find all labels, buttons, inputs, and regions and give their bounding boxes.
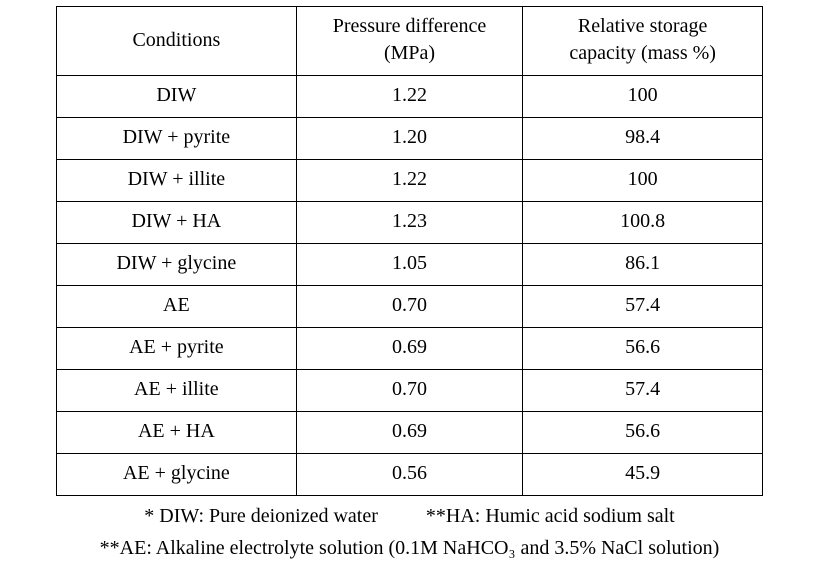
cell-conditions: DIW + pyrite [57, 118, 297, 160]
footnote-ha: **HA: Humic acid sodium salt [426, 500, 675, 532]
cell-capacity: 45.9 [523, 454, 763, 496]
col-header-capacity-line2: capacity (mass %) [531, 40, 754, 67]
cell-capacity: 57.4 [523, 370, 763, 412]
table-row: DIW + pyrite 1.20 98.4 [57, 118, 763, 160]
table-row: AE + illite 0.70 57.4 [57, 370, 763, 412]
table-row: DIW + glycine 1.05 86.1 [57, 244, 763, 286]
table-row: DIW + HA 1.23 100.8 [57, 202, 763, 244]
cell-conditions: DIW + illite [57, 160, 297, 202]
table-row: AE + glycine 0.56 45.9 [57, 454, 763, 496]
cell-conditions: AE + illite [57, 370, 297, 412]
footnote-diw: * DIW: Pure deionized water [144, 500, 378, 532]
cell-capacity: 100 [523, 160, 763, 202]
cell-capacity: 57.4 [523, 286, 763, 328]
cell-pressure: 0.70 [296, 370, 523, 412]
table-row: AE + HA 0.69 56.6 [57, 412, 763, 454]
cell-pressure: 0.70 [296, 286, 523, 328]
cell-capacity: 100.8 [523, 202, 763, 244]
cell-capacity: 98.4 [523, 118, 763, 160]
footnote-row-1: * DIW: Pure deionized water **HA: Humic … [56, 500, 763, 532]
col-header-capacity: Relative storage capacity (mass %) [523, 7, 763, 76]
cell-pressure: 1.22 [296, 160, 523, 202]
cell-conditions: AE [57, 286, 297, 328]
cell-pressure: 1.22 [296, 76, 523, 118]
cell-capacity: 86.1 [523, 244, 763, 286]
cell-pressure: 1.20 [296, 118, 523, 160]
table-row: DIW 1.22 100 [57, 76, 763, 118]
col-header-pressure: Pressure difference (MPa) [296, 7, 523, 76]
col-header-pressure-line2: (MPa) [305, 40, 515, 67]
col-header-conditions-text: Conditions [65, 27, 288, 54]
table-header-row: Conditions Pressure difference (MPa) Rel… [57, 7, 763, 76]
col-header-pressure-line1: Pressure difference [305, 13, 515, 40]
cell-pressure: 0.69 [296, 328, 523, 370]
cell-capacity: 56.6 [523, 412, 763, 454]
cell-pressure: 0.69 [296, 412, 523, 454]
cell-pressure: 0.56 [296, 454, 523, 496]
cell-conditions: AE + pyrite [57, 328, 297, 370]
cell-conditions: AE + HA [57, 412, 297, 454]
table-row: AE + pyrite 0.69 56.6 [57, 328, 763, 370]
cell-capacity: 56.6 [523, 328, 763, 370]
cell-conditions: DIW + HA [57, 202, 297, 244]
data-table: Conditions Pressure difference (MPa) Rel… [56, 6, 763, 496]
table-body: DIW 1.22 100 DIW + pyrite 1.20 98.4 DIW … [57, 76, 763, 496]
col-header-capacity-line1: Relative storage [531, 13, 754, 40]
col-header-conditions: Conditions [57, 7, 297, 76]
cell-pressure: 1.23 [296, 202, 523, 244]
table-footnotes: * DIW: Pure deionized water **HA: Humic … [56, 500, 763, 564]
cell-capacity: 100 [523, 76, 763, 118]
cell-conditions: AE + glycine [57, 454, 297, 496]
table-row: AE 0.70 57.4 [57, 286, 763, 328]
cell-pressure: 1.05 [296, 244, 523, 286]
footnote-ae: **AE: Alkaline electrolyte solution (0.1… [56, 532, 763, 564]
cell-conditions: DIW [57, 76, 297, 118]
table-row: DIW + illite 1.22 100 [57, 160, 763, 202]
cell-conditions: DIW + glycine [57, 244, 297, 286]
